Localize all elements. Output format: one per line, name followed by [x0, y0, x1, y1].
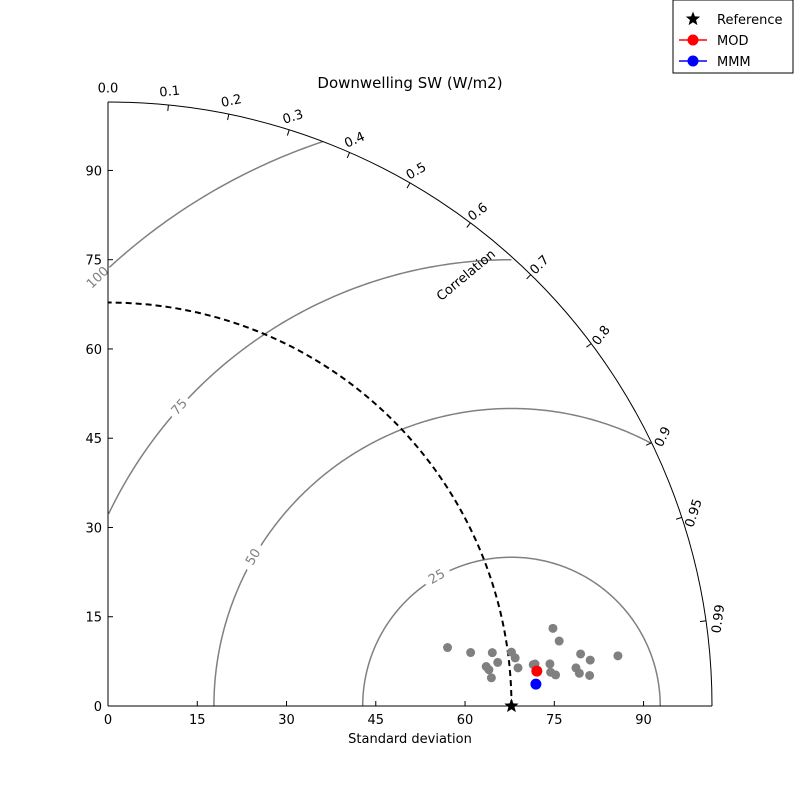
correlation-tick	[167, 104, 169, 112]
rms-contour-label: 50	[243, 546, 264, 568]
correlation-tick-label: 0.3	[281, 107, 305, 128]
x-tick-label: 30	[278, 713, 295, 728]
member-point	[513, 663, 523, 673]
mmm-point	[530, 678, 542, 690]
correlation-tick	[227, 114, 230, 121]
member-point	[510, 653, 520, 663]
correlation-axis-label: Correlation	[434, 247, 499, 304]
reference-std-arc	[107, 301, 513, 707]
rms-contour	[107, 258, 512, 515]
correlation-tick-label: 0.2	[220, 92, 243, 111]
data-points	[443, 623, 623, 713]
x-tick-label: 90	[635, 713, 652, 728]
member-point	[554, 636, 564, 646]
member-point	[551, 670, 561, 680]
correlation-tick	[645, 442, 652, 446]
x-axis-label: Standard deviation	[348, 732, 472, 747]
correlation-tick	[675, 516, 682, 520]
reference-star-icon	[504, 698, 519, 713]
correlation-tick	[699, 620, 707, 623]
rms-label-bg	[239, 544, 269, 571]
correlation-tick-label: 0.95	[683, 497, 706, 529]
y-tick-label: 75	[85, 254, 102, 269]
correlation-arc	[107, 101, 713, 707]
legend-entry-mmm: MMM	[679, 55, 751, 70]
legend-entry-mod: MOD	[679, 34, 748, 49]
correlation-tick-label: 0.99	[709, 604, 728, 635]
legend-label-mmm: MMM	[717, 55, 751, 70]
member-point	[574, 668, 584, 678]
legend: Reference MOD MMM	[672, 0, 794, 74]
member-point	[585, 655, 595, 665]
y-tick-label: 15	[85, 611, 102, 626]
member-point	[466, 648, 476, 658]
rms-label-bg	[165, 393, 195, 422]
rms-label-bg	[83, 263, 113, 293]
legend-label-mod: MOD	[717, 34, 748, 49]
correlation-tick-label: 0.1	[159, 84, 181, 101]
correlation-tick	[466, 222, 471, 228]
member-point	[613, 651, 623, 661]
member-point	[443, 643, 453, 653]
rms-contour	[213, 407, 652, 707]
axes	[107, 101, 713, 707]
y-tick-label: 45	[85, 432, 102, 447]
rms-label-bg	[424, 562, 451, 592]
legend-label-reference: Reference	[717, 13, 782, 28]
correlation-tick	[586, 343, 592, 348]
x-tick-label: 60	[457, 713, 474, 728]
star-icon	[685, 11, 701, 26]
member-point	[585, 670, 595, 680]
member-point	[545, 659, 555, 669]
mod-point	[531, 665, 543, 677]
legend-marker-mmm	[687, 55, 699, 67]
correlation-tick	[526, 274, 532, 280]
correlation-tick-label: 0.4	[342, 129, 367, 151]
correlation-tick	[406, 182, 411, 189]
std-ticks: 00 15 15 30 30 45 45 60 60 75 75 90 90	[85, 164, 651, 728]
legend-entry-reference: Reference	[685, 11, 782, 28]
correlation-tick-label: 0.8	[589, 323, 613, 349]
y-tick-label: 60	[85, 343, 102, 358]
y-tick-label: 90	[85, 164, 102, 179]
x-tick-label: 0	[104, 713, 112, 728]
correlation-tick-label: 0.5	[404, 160, 429, 183]
correlation-tick	[286, 129, 290, 136]
member-point	[484, 665, 494, 675]
y-tick-label: 0	[94, 700, 102, 715]
correlation-tick-label: 0.6	[465, 200, 491, 224]
member-point	[487, 648, 497, 658]
chart-title: Downwelling SW (W/m2)	[317, 74, 502, 92]
member-point	[493, 657, 503, 667]
correlation-tick-label: 0.9	[652, 424, 675, 449]
legend-marker-mod	[687, 34, 699, 46]
y-tick-label: 30	[85, 521, 102, 536]
correlation-tick	[346, 152, 351, 159]
correlation-tick-label: 0.0	[98, 82, 119, 97]
x-tick-label: 45	[368, 713, 385, 728]
x-tick-label: 75	[546, 713, 563, 728]
x-tick-label: 15	[189, 713, 206, 728]
rms-contour	[108, 140, 323, 268]
correlation-ticks: 0.0 0.1 0.2 0.3 0.4 0.5 0.6 0.7 0.8 0.9 0.95 0.99	[98, 82, 729, 635]
correlation-tick-label: 0.7	[527, 253, 552, 278]
member-point	[576, 649, 586, 659]
rms-contour	[361, 556, 661, 707]
member-point	[548, 623, 558, 633]
rms-contour-label: 25	[426, 567, 448, 588]
member-point	[486, 673, 496, 683]
